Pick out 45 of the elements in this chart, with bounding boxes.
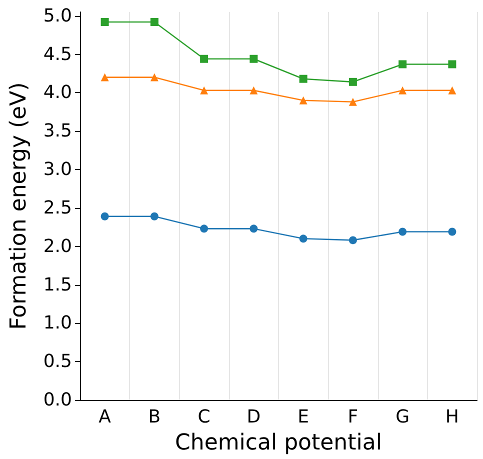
x-tick-label: F: [348, 406, 358, 428]
y-tick-label: 1.5: [43, 274, 72, 296]
point: [250, 86, 258, 94]
point: [100, 212, 109, 220]
point: [348, 236, 357, 244]
point: [448, 228, 456, 236]
point: [250, 224, 258, 233]
point: [150, 73, 158, 82]
y-tick-label: 0.5: [43, 351, 72, 372]
y-tick-label: 2.0: [43, 236, 72, 257]
x-tick-label: G: [396, 406, 410, 428]
point: [448, 60, 456, 68]
point: [200, 54, 208, 63]
point: [100, 18, 109, 26]
point: [348, 98, 357, 106]
point: [250, 54, 258, 63]
point: [398, 60, 407, 68]
point: [100, 73, 109, 82]
x-tick-label: E: [298, 406, 309, 428]
point: [448, 86, 456, 94]
point: [348, 78, 357, 86]
point: [398, 86, 407, 94]
x-tick-label: A: [98, 406, 112, 428]
point: [299, 96, 308, 104]
x-tick-label: B: [148, 406, 161, 428]
x-tick-label: C: [198, 406, 210, 428]
point: [200, 86, 208, 94]
x-axis-title: Chemical potential: [175, 430, 382, 456]
y-tick-label: 1.0: [43, 312, 72, 334]
y-tick-label: 4.0: [43, 82, 72, 104]
point: [398, 228, 407, 236]
y-tick-label: 5.0: [43, 5, 72, 26]
y-tick-label: 0.0: [43, 390, 72, 410]
y-tick-label: 4.5: [43, 44, 72, 65]
y-tick-label: 3.0: [43, 159, 72, 180]
point: [200, 224, 208, 233]
y-tick-label: 2.5: [43, 197, 72, 218]
point: [150, 212, 158, 220]
y-axis-title: Formation energy (eV): [6, 82, 32, 330]
point: [299, 74, 308, 83]
point: [150, 18, 158, 26]
y-tick-label: 3.5: [43, 120, 72, 142]
x-tick-label: H: [445, 406, 459, 428]
point: [299, 234, 308, 243]
x-tick-label: D: [246, 406, 261, 428]
